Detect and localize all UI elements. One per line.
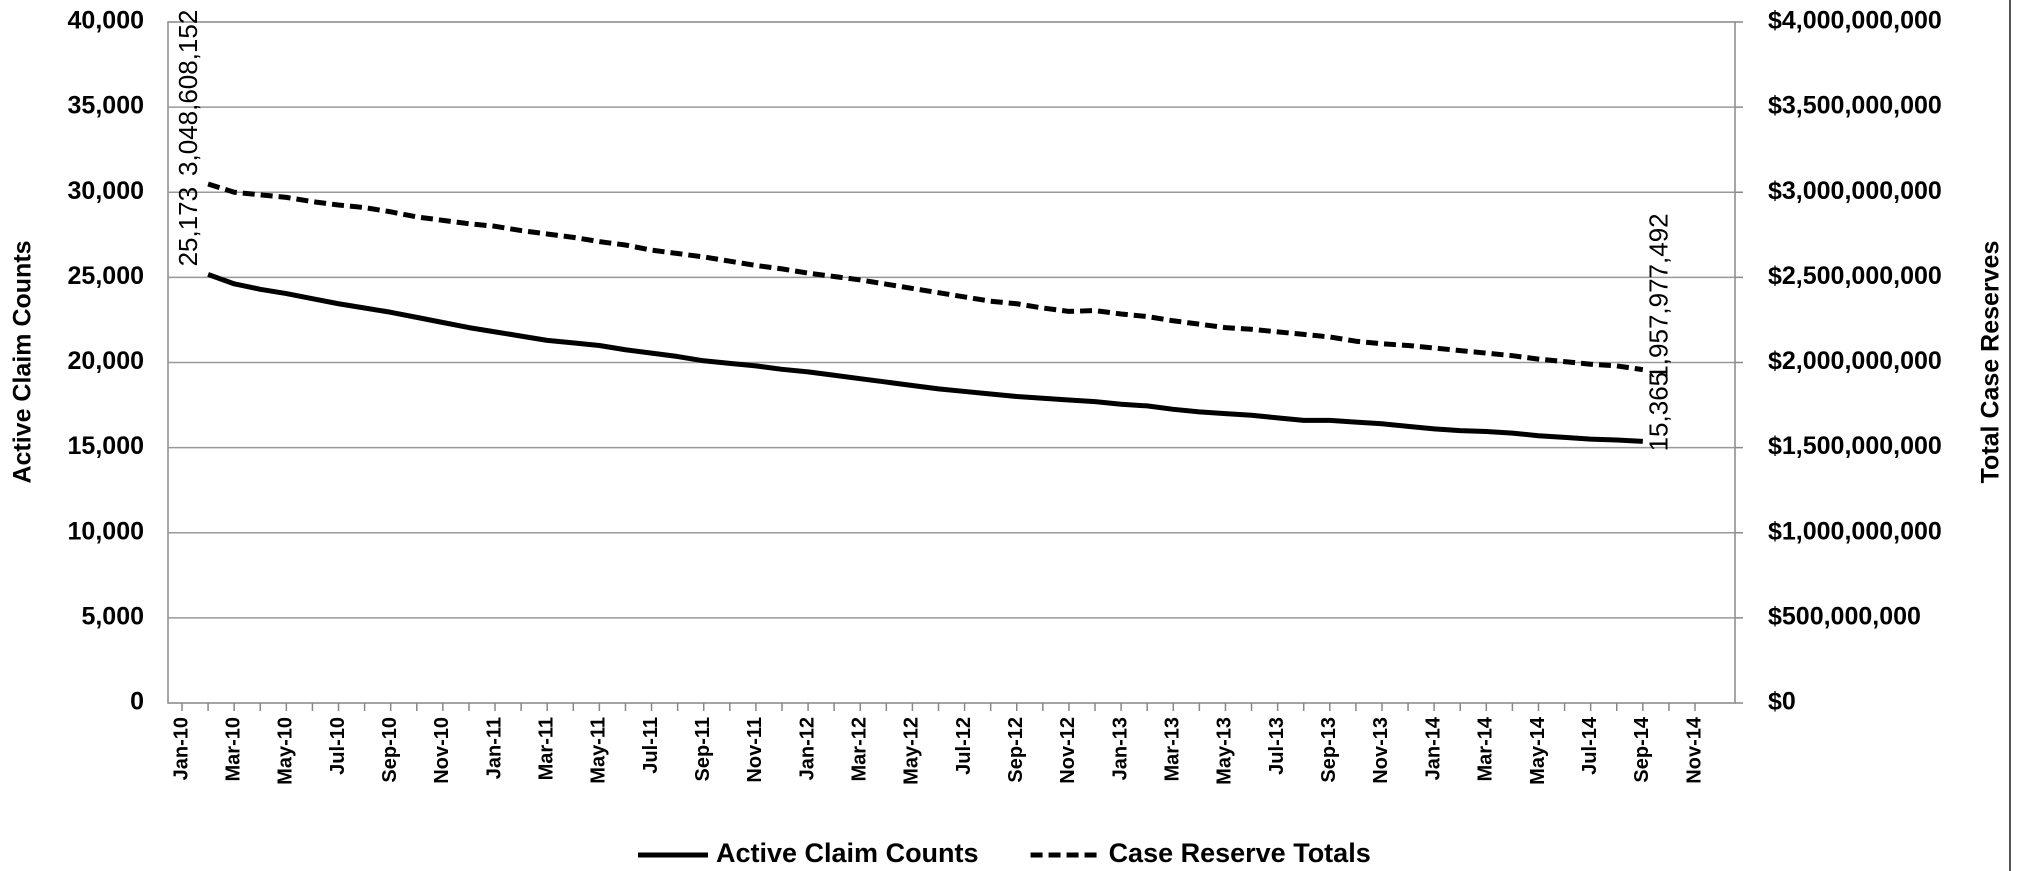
y2-tick-label: $3,500,000,000 — [1768, 92, 1942, 120]
legend-label: Case Reserve Totals — [1109, 838, 1371, 868]
y-tick-label: 5,000 — [81, 602, 144, 630]
x-tick-label: Mar-14 — [1475, 716, 1497, 781]
x-tick-label: Jul-11 — [640, 717, 662, 774]
x-tick-label: May-12 — [901, 717, 923, 785]
y2-tick-label: $2,000,000,000 — [1768, 347, 1942, 375]
x-tick-label: Jan-11 — [483, 717, 505, 779]
x-tick-label: Jul-12 — [953, 717, 975, 775]
y2-tick-label: $2,500,000,000 — [1768, 262, 1942, 290]
x-tick-label: May-13 — [1214, 717, 1236, 785]
y-tick-label: 25,000 — [68, 262, 144, 290]
x-tick-label: Nov-14 — [1683, 716, 1705, 784]
y-tick-label: 35,000 — [68, 92, 144, 120]
x-tick-label: Mar-12 — [849, 717, 871, 781]
x-tick-label: Jan-10 — [170, 717, 192, 780]
x-tick-label: Jul-13 — [1266, 717, 1288, 775]
x-tick-label: May-11 — [588, 717, 610, 784]
x-tick-label: Sep-13 — [1318, 717, 1340, 783]
x-tick-label: Sep-14 — [1631, 716, 1653, 782]
y2-tick-label: $1,000,000,000 — [1768, 517, 1942, 545]
x-tick-label: Nov-11 — [744, 717, 766, 783]
y2-tick-label: $3,000,000,000 — [1768, 177, 1942, 205]
y-tick-label: 15,000 — [68, 432, 144, 460]
x-tick-label: May-10 — [275, 717, 297, 785]
y-axis-title: Active Claim Counts — [9, 240, 37, 483]
x-tick-label: Nov-12 — [1057, 717, 1079, 784]
y-tick-label: 0 — [130, 688, 144, 716]
x-tick-label: Jan-13 — [1109, 717, 1131, 780]
y2-tick-label: $0 — [1768, 688, 1796, 716]
x-tick-label: Mar-10 — [222, 717, 244, 781]
x-tick-label: Sep-11 — [692, 717, 714, 781]
x-tick-label: May-14 — [1527, 716, 1549, 785]
data-label: 15,365 — [1644, 372, 1674, 452]
y-tick-label: 20,000 — [68, 347, 144, 375]
y-tick-label: 10,000 — [68, 517, 144, 545]
series-line — [207, 181, 1644, 373]
x-tick-label: Jul-14 — [1579, 716, 1601, 775]
y2-axis-title: Total Case Reserves — [1977, 241, 2005, 484]
x-tick-label: Jul-10 — [327, 717, 349, 775]
x-tick-label: Jan-14 — [1422, 716, 1444, 780]
data-label: 1,957,977,492 — [1644, 213, 1674, 379]
series-line — [207, 272, 1643, 444]
x-tick-label: Sep-10 — [379, 717, 401, 783]
x-tick-label: Sep-12 — [1005, 717, 1027, 783]
data-label: 25,173 — [173, 187, 203, 267]
x-tick-label: Jan-12 — [796, 717, 818, 780]
y2-tick-label: $4,000,000,000 — [1768, 7, 1942, 35]
data-label: 3,048,608,152 — [173, 10, 203, 176]
x-tick-label: Mar-13 — [1162, 717, 1184, 781]
x-tick-label: Mar-11 — [535, 717, 557, 780]
x-tick-label: Nov-13 — [1370, 717, 1392, 784]
y2-tick-label: $500,000,000 — [1768, 602, 1921, 630]
x-tick-label: Nov-10 — [431, 717, 453, 784]
legend-label: Active Claim Counts — [716, 838, 979, 868]
y-tick-label: 30,000 — [68, 177, 144, 205]
y2-tick-label: $1,500,000,000 — [1768, 432, 1942, 460]
legend: Active Claim Counts Case Reserve Totals — [638, 838, 1371, 868]
y-tick-label: 40,000 — [68, 7, 144, 35]
